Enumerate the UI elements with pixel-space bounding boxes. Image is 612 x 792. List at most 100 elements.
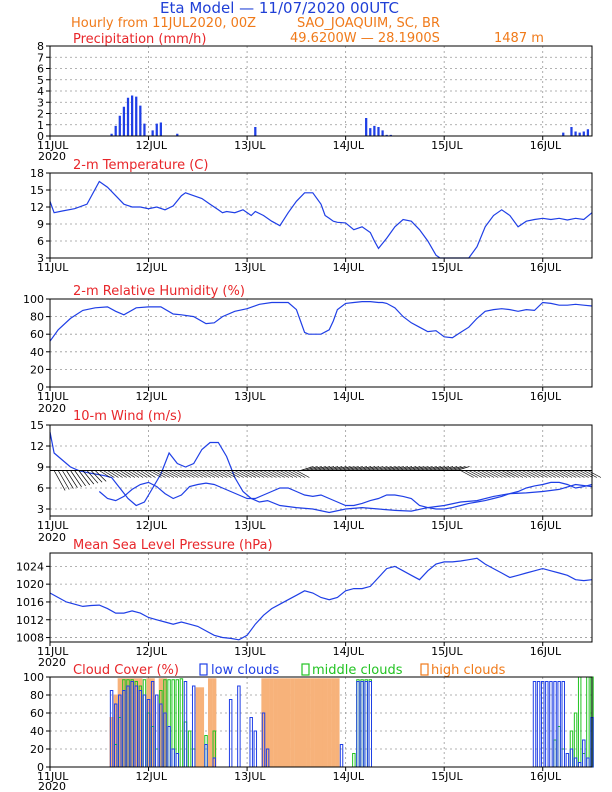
low-cloud-bar	[577, 762, 582, 768]
figure-title: Eta Model — 11/07/2020 00UTC	[160, 0, 399, 17]
high-cloud-bar	[277, 678, 283, 768]
x-tick-label: 15JUL	[431, 390, 463, 403]
y-tick-label: 12	[30, 440, 44, 453]
wind-barb	[320, 466, 335, 471]
high-cloud-bar	[199, 687, 205, 768]
precip-bar	[143, 123, 146, 136]
precip-bar	[373, 125, 376, 136]
wind-barb	[185, 470, 199, 478]
wind-barb	[419, 466, 433, 471]
low-cloud-bar	[339, 744, 344, 768]
wind-speed-line-2	[98, 481, 593, 510]
wind-barb	[407, 466, 421, 471]
temperature-frame	[49, 172, 593, 259]
y-tick-label: 80	[30, 311, 44, 324]
low-cloud-bar	[553, 681, 557, 768]
low-cloud-bar	[561, 681, 565, 768]
low-cloud-bar	[191, 685, 196, 768]
wind-barb	[398, 466, 413, 471]
wind-barb	[444, 466, 458, 471]
x-tick-label: 16JUL	[530, 261, 562, 274]
precip-bar	[574, 131, 577, 136]
precip-bar	[381, 130, 384, 136]
y-tick-label: 15	[30, 184, 44, 197]
y-tick-label: 12	[30, 201, 44, 214]
legend-middle-swatch	[301, 663, 310, 676]
wind-barb	[209, 470, 224, 478]
low-cloud-bar	[549, 681, 553, 768]
wind-barb	[160, 470, 175, 478]
wind-barb	[472, 470, 487, 478]
wind-barb	[283, 470, 298, 478]
wind-barb	[234, 470, 248, 478]
precip-bar	[578, 132, 581, 136]
precip-panel-title: Precipitation (mm/h)	[73, 32, 206, 47]
x-tick-label: 13JUL	[234, 261, 266, 274]
year-label: 2020	[38, 656, 66, 669]
precip-bar	[151, 130, 154, 136]
wind-barb	[316, 466, 330, 471]
y-tick-label: 60	[30, 707, 44, 720]
y-tick-label: 80	[30, 689, 44, 702]
wind-barb	[480, 470, 495, 478]
x-tick-label: 15JUL	[431, 645, 463, 658]
wind-barb	[403, 466, 417, 471]
wind-barb	[563, 470, 577, 478]
wind-barb	[263, 470, 277, 478]
low-cloud-bar	[204, 744, 208, 768]
wind-barb	[296, 470, 310, 478]
precip-bar	[126, 97, 130, 136]
wind-barb	[230, 470, 244, 478]
wind-barb	[452, 466, 466, 471]
x-tick-label: 12JUL	[136, 261, 168, 274]
y-tick-label: 0	[37, 381, 44, 394]
y-tick-label: 5	[37, 74, 44, 87]
year-label: 2020	[38, 531, 66, 544]
y-tick-label: 60	[30, 328, 44, 341]
year-label: 2020	[38, 150, 66, 163]
wind-barb	[427, 466, 441, 471]
precip-bar	[122, 106, 126, 136]
wind-barb	[505, 470, 519, 478]
precip-bar	[586, 129, 590, 136]
y-tick-label: 20	[30, 363, 44, 376]
wind-barb	[538, 470, 552, 478]
wind-barb	[489, 470, 503, 478]
figure-subtitle: Hourly from 11JUL2020, 00Z	[71, 16, 256, 31]
wind-barb	[378, 466, 392, 471]
y-tick-label: 100	[23, 671, 44, 684]
x-tick-label: 15JUL	[431, 139, 463, 152]
wind-barb	[62, 470, 74, 489]
wind-barb	[542, 470, 556, 478]
high-cloud-bar	[310, 678, 315, 768]
precip-bar	[377, 127, 380, 136]
wind-barb	[78, 470, 91, 486]
y-tick-label: 20	[30, 743, 44, 756]
x-tick-label: 12JUL	[136, 390, 168, 403]
y-tick-label: 1020	[16, 578, 44, 591]
low-cloud-bar	[557, 681, 561, 768]
wind-barb	[144, 470, 156, 478]
middle-cloud-bar	[577, 676, 582, 768]
wind-barb	[386, 466, 400, 471]
wind-barb	[558, 470, 573, 478]
y-tick-label: 1008	[16, 632, 44, 645]
precip-frame	[49, 45, 593, 137]
wind-barb	[226, 470, 240, 478]
middle-cloud-bar	[586, 676, 590, 768]
wind-barb	[123, 470, 136, 478]
x-tick-label: 14JUL	[333, 390, 365, 403]
wind-barb	[308, 466, 322, 471]
low-cloud-bar	[586, 757, 590, 768]
wind-barb	[394, 466, 409, 471]
wind-barb	[554, 470, 569, 478]
wind-barb	[571, 470, 585, 478]
wind-barb	[82, 470, 95, 485]
precip-bar	[135, 96, 138, 136]
humidity-frame	[49, 298, 593, 388]
wind-barb	[522, 470, 536, 478]
y-tick-label: 1024	[16, 560, 44, 573]
low-cloud-bar	[532, 681, 537, 768]
wind-barb	[464, 470, 478, 478]
x-tick-label: 11JUL	[37, 645, 69, 658]
